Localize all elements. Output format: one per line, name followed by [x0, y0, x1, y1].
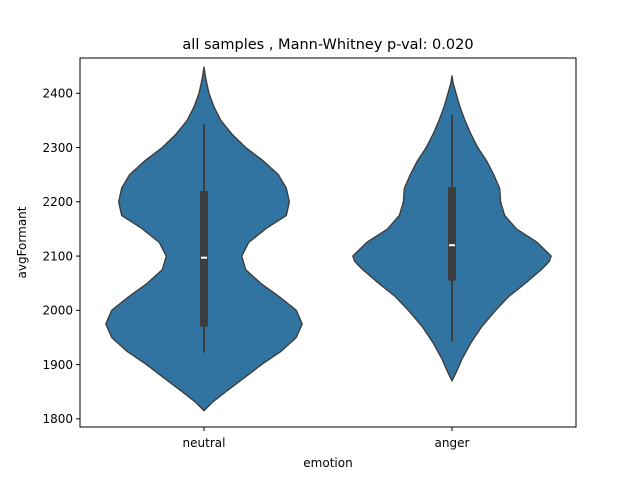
y-tick-label: 2000 [42, 304, 73, 318]
chart-title: all samples , Mann-Whitney p-val: 0.020 [182, 37, 473, 53]
y-axis: 1800 1900 2000 2100 2200 2300 2400 [42, 87, 80, 426]
y-tick-label: 2200 [42, 195, 73, 209]
x-axis-label: emotion [303, 456, 352, 470]
y-tick-label: 2300 [42, 141, 73, 155]
x-axis: neutral anger [183, 427, 470, 450]
violin-iqr-box-neutral [200, 190, 208, 327]
y-tick-label: 2400 [42, 87, 73, 101]
plot-area [105, 66, 552, 412]
y-tick-label: 1800 [42, 412, 73, 426]
y-tick-label: 1900 [42, 358, 73, 372]
y-axis-label: avgFormant [15, 206, 29, 278]
axes-frame [79, 57, 577, 428]
x-tick-label: anger [435, 436, 470, 450]
violin-iqr-box-anger [448, 187, 456, 281]
y-tick-label: 2100 [42, 249, 73, 263]
x-tick-label: neutral [183, 436, 226, 450]
